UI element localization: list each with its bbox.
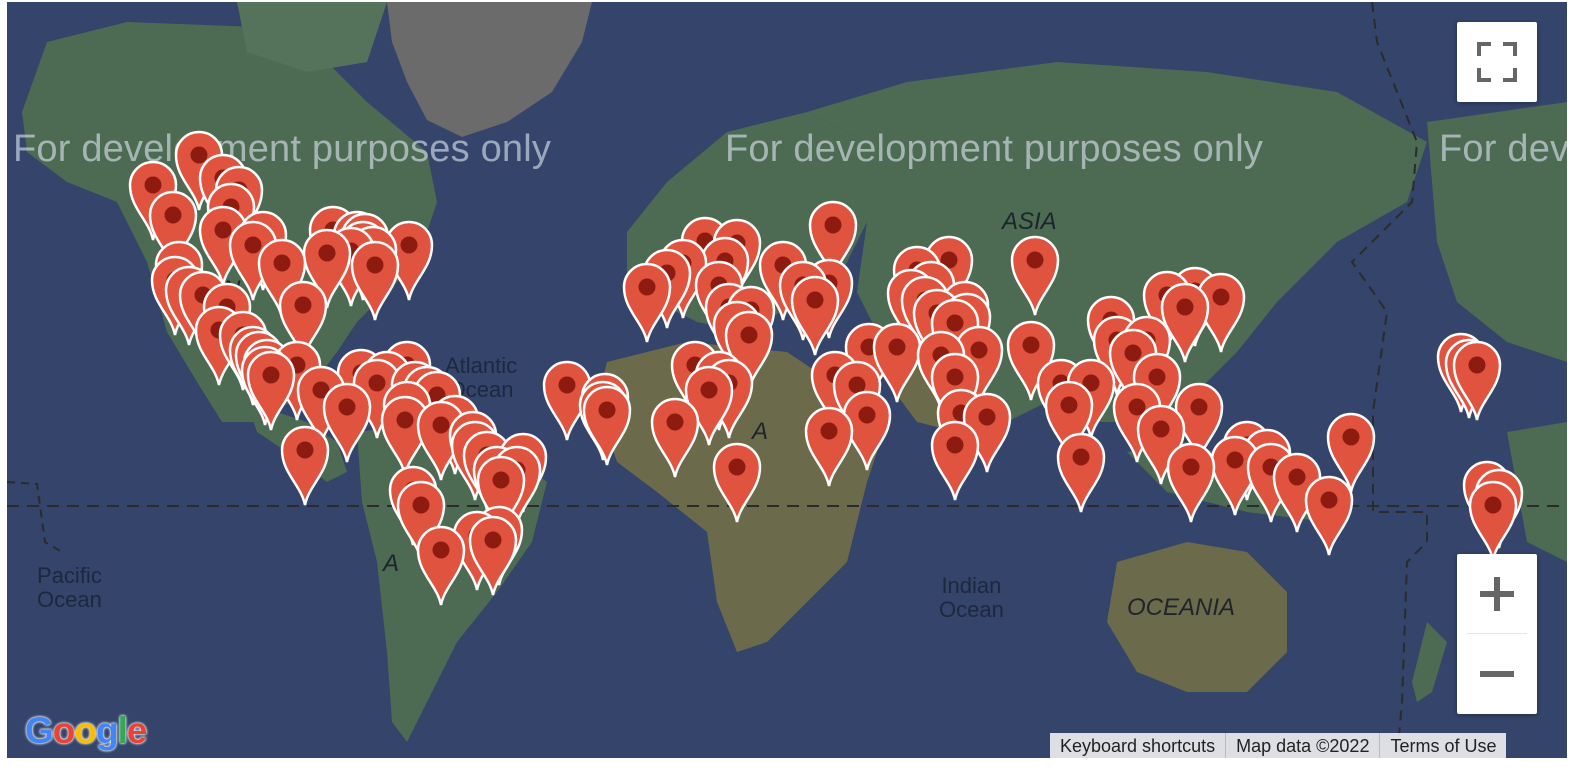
map-canvas[interactable]: For development purposes only For develo… — [7, 2, 1567, 758]
map-marker[interactable] — [1467, 474, 1519, 562]
zoom-in-button[interactable] — [1457, 554, 1537, 634]
map-marker[interactable] — [789, 269, 841, 357]
map-marker-icon — [1166, 442, 1216, 523]
map-marker-icon — [1468, 480, 1518, 561]
map-marker[interactable] — [1043, 374, 1095, 462]
map-marker-icon — [1010, 235, 1060, 316]
map-marker-icon — [1326, 412, 1376, 493]
label-oceania: OCEANIA — [1127, 594, 1236, 621]
terms-of-use-link[interactable]: Terms of Use — [1379, 733, 1506, 758]
map-marker[interactable] — [245, 344, 297, 432]
label-indian-ocean: Indian Ocean — [939, 573, 1004, 622]
map-marker-icon — [1304, 475, 1354, 556]
map-marker[interactable] — [1195, 266, 1247, 354]
map-marker-icon — [930, 420, 980, 501]
map-marker-icon — [1452, 340, 1502, 421]
map-marker[interactable] — [147, 184, 199, 272]
marker-layer — [7, 2, 1567, 758]
map-marker[interactable] — [277, 274, 329, 362]
map-data-attribution: Map data ©2022 — [1225, 733, 1379, 758]
label-asia: ASIA — [1002, 208, 1057, 235]
map-marker[interactable] — [227, 214, 279, 302]
map-marker-icon — [468, 515, 518, 596]
map-marker-icon — [650, 397, 700, 478]
label-south-america-fragment: A — [383, 550, 400, 577]
map-marker-icon — [1044, 380, 1094, 461]
map-marker-icon — [712, 442, 762, 523]
map-marker[interactable] — [1303, 469, 1355, 557]
map-marker-icon — [278, 280, 328, 361]
map-marker-icon — [228, 220, 278, 301]
minus-icon — [1480, 671, 1514, 677]
google-logo-letter: e — [126, 710, 148, 751]
keyboard-shortcuts-link[interactable]: Keyboard shortcuts — [1060, 736, 1216, 756]
map-marker-icon — [954, 325, 1004, 406]
fullscreen-icon — [1477, 42, 1517, 82]
map-marker[interactable] — [871, 316, 923, 404]
zoom-divider — [1467, 633, 1527, 634]
map-marker-icon — [280, 425, 330, 506]
map-marker[interactable] — [301, 222, 353, 310]
google-logo-letter: G — [25, 710, 54, 751]
map-marker[interactable] — [807, 194, 859, 282]
map-marker[interactable] — [803, 400, 855, 488]
map-marker[interactable] — [953, 319, 1005, 407]
dev-watermark-1: For development purposes only — [13, 128, 552, 170]
map-marker[interactable] — [1451, 334, 1503, 422]
map-marker[interactable] — [683, 359, 735, 447]
map-marker[interactable] — [1165, 436, 1217, 524]
map-marker-icon — [396, 480, 446, 561]
google-logo-letter: o — [52, 710, 76, 751]
google-logo-letter: o — [74, 710, 97, 751]
label-pacific-ocean: Pacific Ocean — [37, 563, 102, 612]
map-marker[interactable] — [1055, 426, 1107, 514]
google-logo-letter: l — [117, 710, 128, 751]
zoom-control — [1457, 554, 1537, 714]
attribution-bar: Keyboard shortcuts Map data ©2022 Terms … — [1050, 733, 1507, 758]
map-marker[interactable] — [1009, 229, 1061, 317]
map-marker[interactable] — [649, 391, 701, 479]
map-marker-icon — [872, 322, 922, 403]
map-marker[interactable] — [349, 234, 401, 322]
map-marker[interactable] — [1325, 406, 1377, 494]
map-marker[interactable] — [841, 384, 893, 472]
map-marker[interactable] — [621, 256, 673, 344]
map-marker-icon — [582, 385, 632, 466]
fullscreen-button[interactable] — [1457, 22, 1537, 102]
map-marker-icon — [322, 382, 372, 463]
map-marker-icon — [842, 390, 892, 471]
map-marker[interactable] — [279, 419, 331, 507]
map-marker-icon — [790, 275, 840, 356]
map-marker-icon — [808, 200, 858, 281]
dev-watermark-3: For development purposes only — [1439, 128, 1567, 170]
map-marker-icon — [1196, 272, 1246, 353]
map-marker-icon — [804, 406, 854, 487]
map-marker-icon — [302, 228, 352, 309]
map-marker[interactable] — [395, 474, 447, 562]
google-logo[interactable]: Google — [25, 710, 148, 752]
map-marker[interactable] — [581, 379, 633, 467]
map-marker[interactable] — [467, 509, 519, 597]
google-logo-letter: g — [96, 710, 119, 751]
map-marker-icon — [1056, 432, 1106, 513]
map-marker-icon — [350, 240, 400, 321]
dev-watermark-2: For development purposes only — [725, 128, 1264, 170]
map-marker[interactable] — [321, 376, 373, 464]
map-marker[interactable] — [415, 519, 467, 607]
label-africa-fragment: A — [752, 418, 769, 445]
map-marker[interactable] — [475, 449, 527, 537]
map-marker-icon — [416, 525, 466, 606]
map-marker-icon — [148, 190, 198, 271]
map-marker[interactable] — [711, 436, 763, 524]
map-marker-icon — [246, 350, 296, 431]
map-marker[interactable] — [929, 414, 981, 502]
zoom-out-button[interactable] — [1457, 634, 1537, 714]
map-marker-icon — [684, 365, 734, 446]
map-marker-icon — [622, 262, 672, 343]
plus-icon — [1480, 577, 1514, 611]
map-marker-icon — [476, 455, 526, 536]
